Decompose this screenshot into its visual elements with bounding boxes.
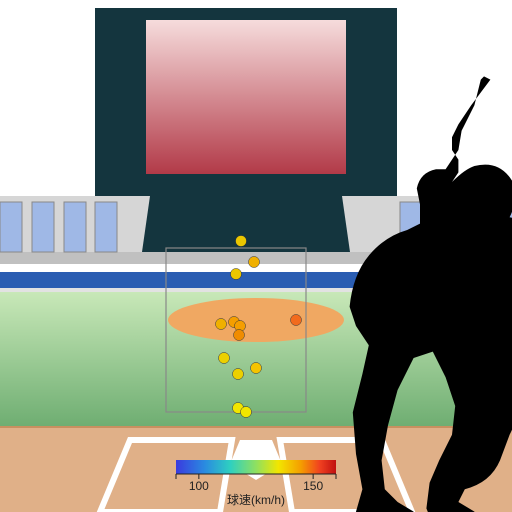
- pitch-marker: [233, 369, 244, 380]
- pitchers-mound: [168, 298, 344, 342]
- stand-window: [95, 202, 117, 252]
- pitch-marker: [251, 363, 262, 374]
- stand-window: [64, 202, 86, 252]
- legend-bar: [176, 460, 336, 474]
- legend-tick-label: 100: [189, 479, 209, 493]
- dirt-edge: [0, 426, 512, 428]
- stand-window: [32, 202, 54, 252]
- pitch-marker: [216, 319, 227, 330]
- pitch-marker: [241, 407, 252, 418]
- pitch-marker: [249, 257, 260, 268]
- stand-window: [0, 202, 22, 252]
- scoreboard-screen: [146, 20, 346, 174]
- pitch-marker: [236, 236, 247, 247]
- legend-label: 球速(km/h): [227, 493, 285, 507]
- pitch-marker: [219, 353, 230, 364]
- pitch-marker: [234, 330, 245, 341]
- pitch-marker: [231, 269, 242, 280]
- legend-tick-label: 150: [303, 479, 323, 493]
- pitch-marker: [291, 315, 302, 326]
